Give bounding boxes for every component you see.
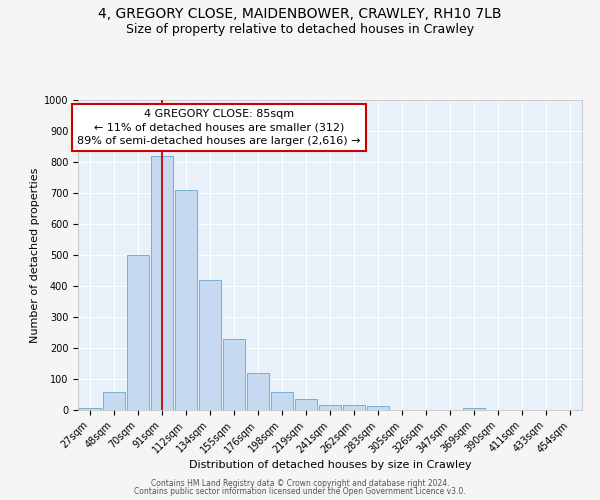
- Bar: [295, 399, 317, 410]
- Bar: [199, 280, 221, 410]
- Text: Contains public sector information licensed under the Open Government Licence v3: Contains public sector information licen…: [134, 488, 466, 496]
- Bar: [271, 392, 293, 410]
- Bar: [127, 255, 149, 410]
- Bar: [223, 338, 245, 410]
- Text: 4, GREGORY CLOSE, MAIDENBOWER, CRAWLEY, RH10 7LB: 4, GREGORY CLOSE, MAIDENBOWER, CRAWLEY, …: [98, 8, 502, 22]
- Y-axis label: Number of detached properties: Number of detached properties: [29, 168, 40, 342]
- Bar: [319, 406, 341, 410]
- Bar: [463, 408, 485, 410]
- X-axis label: Distribution of detached houses by size in Crawley: Distribution of detached houses by size …: [188, 460, 472, 470]
- Bar: [151, 156, 173, 410]
- Bar: [343, 406, 365, 410]
- Text: Size of property relative to detached houses in Crawley: Size of property relative to detached ho…: [126, 22, 474, 36]
- Bar: [79, 408, 101, 410]
- Bar: [367, 406, 389, 410]
- Bar: [175, 190, 197, 410]
- Text: 4 GREGORY CLOSE: 85sqm
← 11% of detached houses are smaller (312)
89% of semi-de: 4 GREGORY CLOSE: 85sqm ← 11% of detached…: [77, 110, 361, 146]
- Text: Contains HM Land Registry data © Crown copyright and database right 2024.: Contains HM Land Registry data © Crown c…: [151, 478, 449, 488]
- Bar: [103, 392, 125, 410]
- Bar: [247, 374, 269, 410]
